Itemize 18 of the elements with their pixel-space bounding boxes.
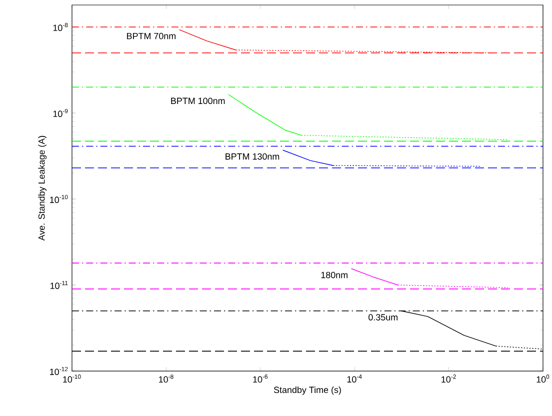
x-tick-label: 10$^{-4}$ — [347, 374, 362, 383]
x-tick-label: 10$^{-8}$ — [158, 374, 174, 383]
x-tick-label: 10$^{0}$ — [536, 374, 550, 383]
series-label: 0.35um — [368, 314, 398, 320]
series-label: BPTM 100nm — [171, 98, 225, 104]
series-label: 180nm — [321, 272, 348, 278]
y-tick-label: 10$^{-12}$ — [50, 366, 68, 376]
x-axis-title: Standby Time (s) — [274, 386, 341, 395]
x-tick-label: 10$^{-2}$ — [442, 374, 456, 383]
x-tick-label: 10$^{-10}$ — [63, 374, 81, 383]
y-tick-label: 10$^{-10}$ — [50, 194, 68, 204]
series-label: BPTM 70nm — [127, 32, 176, 40]
x-tick-label: 10$^{-6}$ — [253, 374, 268, 383]
series-label: BPTM 130nm — [226, 153, 280, 160]
y-tick-label: 10$^{-8}$ — [53, 22, 68, 32]
y-tick-label: 10$^{-11}$ — [50, 281, 68, 290]
y-tick-label: 10$^{-9}$ — [53, 108, 68, 118]
y-axis-title: Ave. Standby Leakage (A) — [38, 136, 47, 241]
